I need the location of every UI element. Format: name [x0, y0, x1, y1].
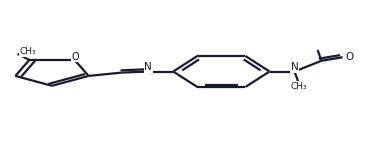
Text: N: N: [291, 62, 298, 73]
Text: CH₃: CH₃: [290, 82, 307, 91]
Text: N: N: [144, 62, 152, 73]
Text: O: O: [345, 52, 354, 62]
Text: O: O: [72, 52, 80, 62]
Text: CH₃: CH₃: [20, 47, 37, 56]
